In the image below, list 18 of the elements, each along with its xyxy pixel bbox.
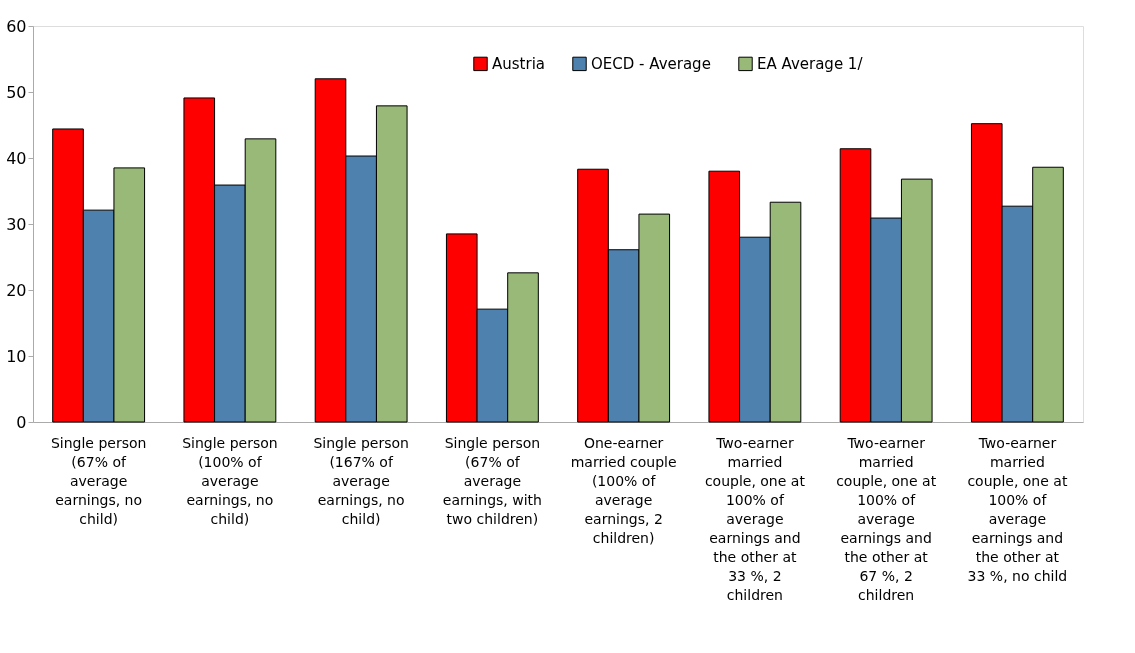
x-tick-label: Single person (67% of average earnings, no child) bbox=[50, 434, 147, 527]
category-label: Two-earner married couple, one at 100% of average earnings and the other at 33 %, 2 children bbox=[704, 434, 805, 603]
category-label: Two-earner married couple, one at 100% of average earnings and the other at 67 %, 2 children bbox=[836, 434, 937, 603]
y-tick-label: 10 bbox=[6, 346, 27, 366]
legend-label: EA Average 1/ bbox=[757, 54, 864, 73]
y-tick-label: 40 bbox=[6, 148, 27, 168]
x-tick-label: Single person (67% of average earnings, with two children) bbox=[442, 434, 542, 527]
y-tick-label: 0 bbox=[16, 412, 27, 432]
y-tick-label: 60 bbox=[6, 16, 27, 36]
y-tick-label: 50 bbox=[6, 82, 27, 102]
x-tick-label: Single person (167% of average earnings, no child) bbox=[313, 434, 409, 527]
legend-label: Austria bbox=[492, 54, 545, 73]
x-tick-label: One-earner married couple (100% of average earnings, 2 children) bbox=[570, 434, 677, 546]
y-tick-label: 20 bbox=[6, 280, 27, 300]
x-tick-label: Two-earner married couple, one at 100% of average earnings and the other at 33 %, no child bbox=[967, 434, 1068, 584]
legend-label: OECD - Average bbox=[591, 54, 711, 73]
x-tick-label: Single person (100% of average earnings, no child) bbox=[182, 434, 278, 527]
y-tick-label: 30 bbox=[6, 214, 27, 234]
